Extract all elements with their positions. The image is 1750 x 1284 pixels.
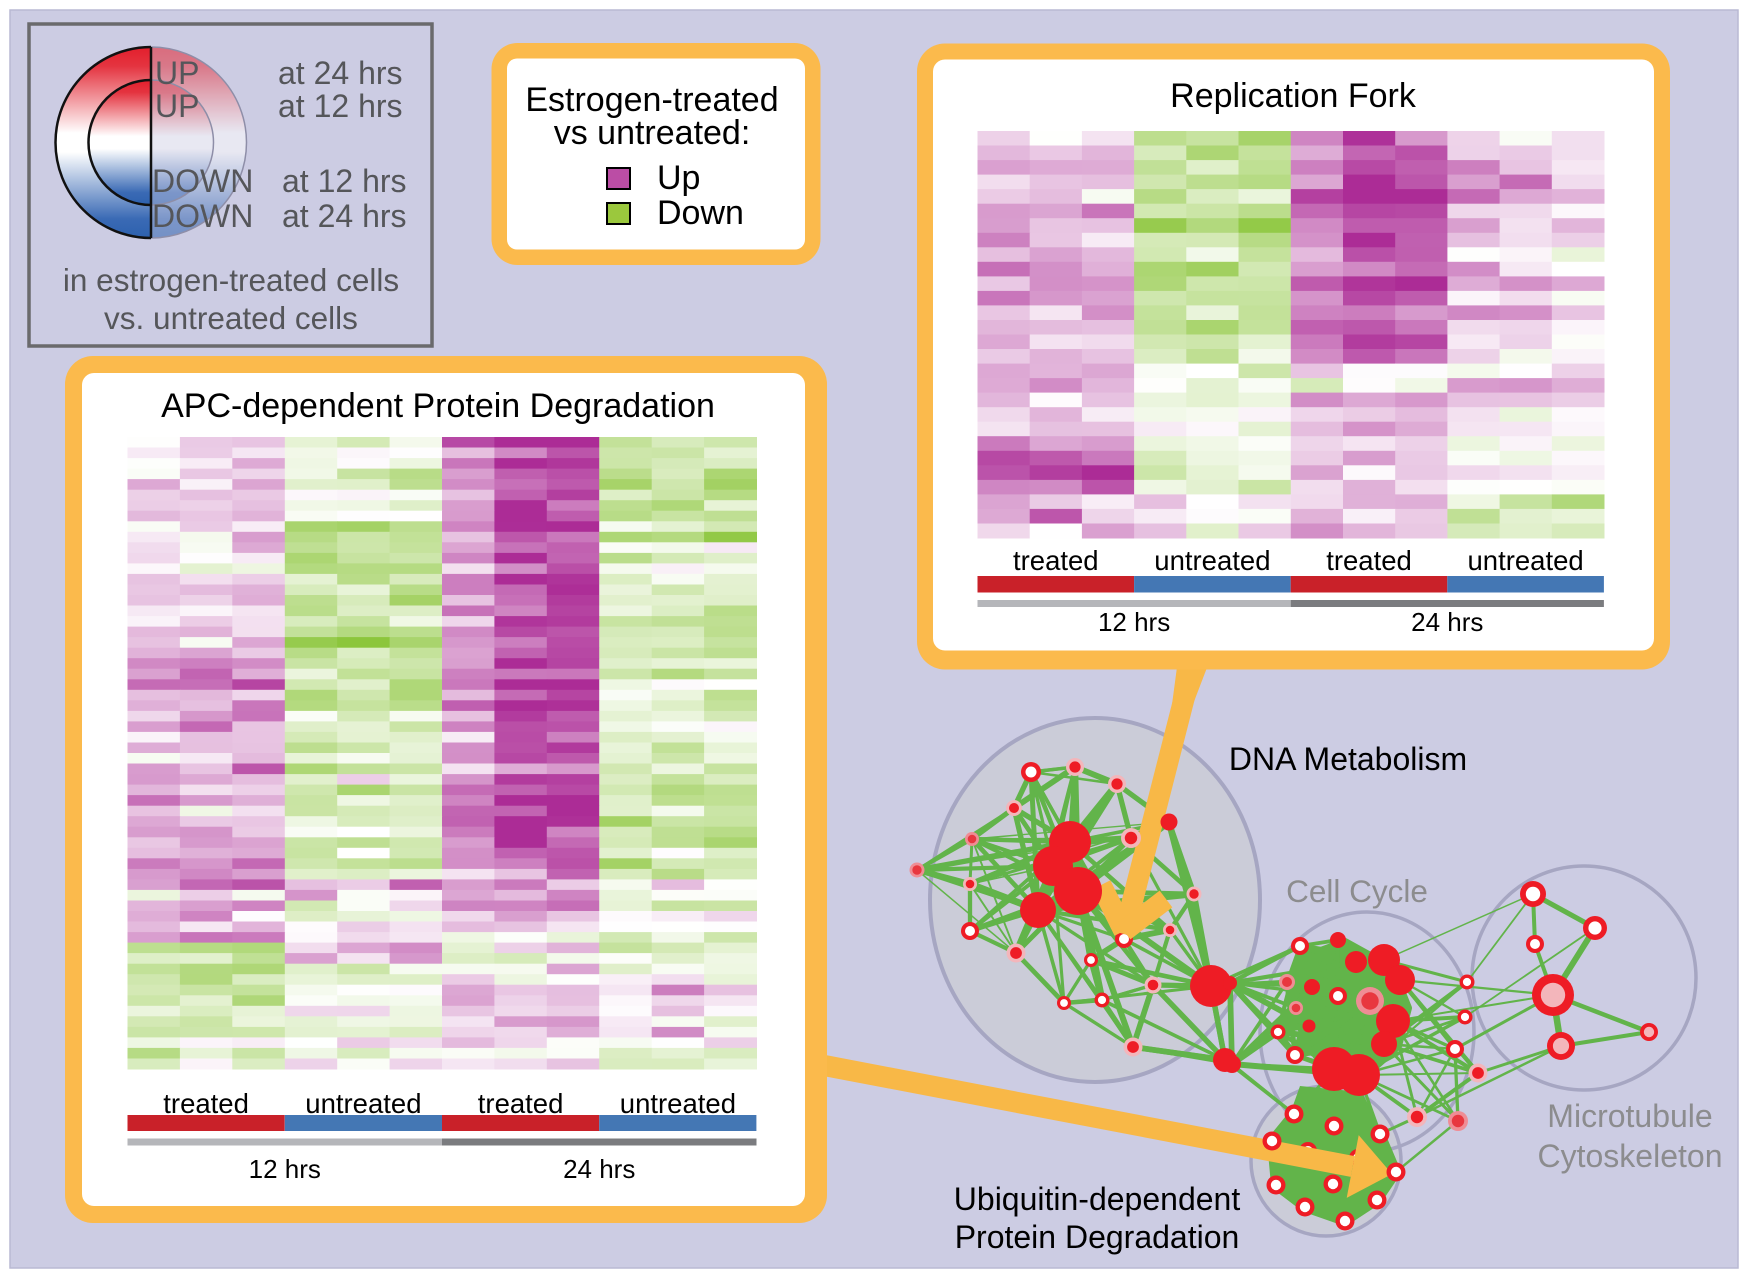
svg-text:treated: treated <box>1326 545 1412 576</box>
svg-text:DNA Metabolism: DNA Metabolism <box>1229 741 1467 777</box>
svg-text:Replication Fork: Replication Fork <box>1170 77 1417 115</box>
svg-text:Ubiquitin-dependent: Ubiquitin-dependent <box>954 1181 1241 1217</box>
svg-text:Microtubule: Microtubule <box>1547 1098 1712 1134</box>
svg-text:vs untreated:: vs untreated: <box>554 114 751 152</box>
svg-text:DOWN: DOWN <box>152 163 253 199</box>
svg-text:untreated: untreated <box>1467 545 1583 576</box>
svg-text:at 24 hrs: at 24 hrs <box>278 55 403 91</box>
svg-text:Cell Cycle: Cell Cycle <box>1286 873 1428 909</box>
svg-text:at 24 hrs: at 24 hrs <box>282 198 407 234</box>
svg-text:UP: UP <box>155 55 199 91</box>
svg-text:Cytoskeleton: Cytoskeleton <box>1538 1138 1723 1174</box>
svg-text:untreated: untreated <box>620 1088 736 1119</box>
svg-text:24 hrs: 24 hrs <box>1411 607 1483 637</box>
svg-text:12 hrs: 12 hrs <box>1098 607 1170 637</box>
svg-text:treated: treated <box>478 1088 564 1119</box>
svg-text:12 hrs: 12 hrs <box>249 1154 321 1184</box>
svg-text:APC-dependent Protein Degradat: APC-dependent Protein Degradation <box>161 387 715 425</box>
svg-text:UP: UP <box>155 88 199 124</box>
svg-text:Protein Degradation: Protein Degradation <box>955 1219 1240 1255</box>
svg-text:at 12 hrs: at 12 hrs <box>282 163 407 199</box>
svg-text:untreated: untreated <box>1154 545 1270 576</box>
svg-text:treated: treated <box>163 1088 249 1119</box>
svg-text:24 hrs: 24 hrs <box>563 1154 635 1184</box>
svg-text:Up: Up <box>657 159 700 197</box>
svg-text:DOWN: DOWN <box>152 198 253 234</box>
svg-text:vs. untreated cells: vs. untreated cells <box>104 300 358 336</box>
svg-text:at 12 hrs: at 12 hrs <box>278 88 403 124</box>
svg-text:treated: treated <box>1013 545 1099 576</box>
svg-text:in estrogen-treated cells: in estrogen-treated cells <box>63 262 399 298</box>
svg-text:untreated: untreated <box>305 1088 421 1119</box>
svg-text:Down: Down <box>657 194 744 232</box>
svg-text:Estrogen-treated: Estrogen-treated <box>525 81 778 119</box>
